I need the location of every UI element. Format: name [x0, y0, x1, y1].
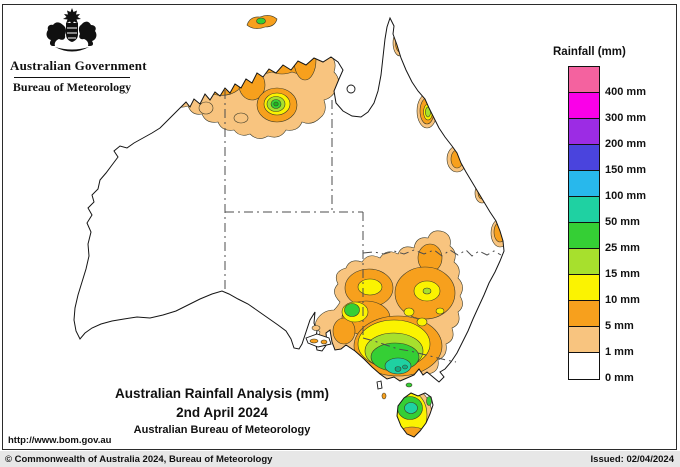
- rainfall-legend: Rainfall (mm) 400 mm 300 mm 200 mm 150 mm 10…: [545, 40, 680, 405]
- state-borders: [224, 90, 502, 363]
- legend-title: Rainfall (mm): [553, 46, 626, 58]
- legend-label: 50 mm: [605, 216, 640, 228]
- legend-segment: [569, 197, 599, 223]
- legend-segment: [569, 327, 599, 353]
- legend-segment: [569, 223, 599, 249]
- map-caption: Australian Rainfall Analysis (mm) 2nd Ap…: [62, 386, 382, 436]
- map-frame: [2, 4, 677, 450]
- bom-url: http://www.bom.gov.au: [8, 435, 112, 446]
- bass-strait-island-rain: [381, 392, 387, 400]
- footer-bar: © Commonwealth of Australia 2024, Bureau…: [0, 451, 680, 467]
- tasmania-coastline: [396, 392, 434, 438]
- bureau-title: Bureau of Meteorology: [12, 80, 132, 94]
- legend-label: 15 mm: [605, 268, 640, 280]
- tiwi-rain-core: [256, 17, 266, 25]
- caption-date: 2nd April 2024: [176, 405, 268, 420]
- flinders-island-rain: [426, 396, 432, 406]
- king-island: [376, 380, 383, 390]
- legend-segment: [569, 171, 599, 197]
- legend-label: 300 mm: [605, 112, 646, 124]
- kangaroo-island-rain: [320, 339, 328, 345]
- legend-label: 200 mm: [605, 138, 646, 150]
- legend-label: 150 mm: [605, 164, 646, 176]
- legend-label: 0 mm: [605, 372, 634, 384]
- copyright-text: © Commonwealth of Australia 2024, Bureau…: [5, 454, 273, 465]
- caption-agency: Australian Bureau of Meteorology: [133, 424, 311, 436]
- legend-segment: [569, 353, 599, 379]
- groote-eylandt: [346, 84, 356, 94]
- legend-label: 100 mm: [605, 190, 646, 202]
- bass-strait-island-rain: [405, 382, 413, 388]
- mainland-coastline: [73, 16, 505, 383]
- legend-segment: [569, 275, 599, 301]
- legend-segment: [569, 67, 599, 93]
- legend-label: 10 mm: [605, 294, 640, 306]
- legend-segment: [569, 119, 599, 145]
- legend-segment: [569, 145, 599, 171]
- legend-segment: [569, 301, 599, 327]
- star-icon: [63, 8, 81, 25]
- emu-icon: [78, 21, 97, 46]
- legend-segment: [569, 93, 599, 119]
- issued-timestamp: Issued: 02/04/2024: [590, 454, 674, 465]
- legend-label: 400 mm: [605, 86, 646, 98]
- legend-segment: [569, 249, 599, 275]
- caption-title: Australian Rainfall Analysis (mm): [114, 386, 330, 401]
- legend-bar: [568, 66, 600, 380]
- legend-label: 5 mm: [605, 320, 634, 332]
- gulf-island-rain: [311, 325, 321, 331]
- wattle-icon: [55, 47, 89, 52]
- agency-header: Australian Government Bureau of Meteorol…: [10, 8, 147, 95]
- kangaroo-icon: [46, 22, 67, 46]
- kangaroo-island-rain: [309, 338, 319, 344]
- legend-label: 1 mm: [605, 346, 634, 358]
- coat-of-arms: [46, 8, 97, 52]
- legend-label: 25 mm: [605, 242, 640, 254]
- government-title: Australian Government: [10, 58, 147, 73]
- header-divider: [14, 77, 130, 78]
